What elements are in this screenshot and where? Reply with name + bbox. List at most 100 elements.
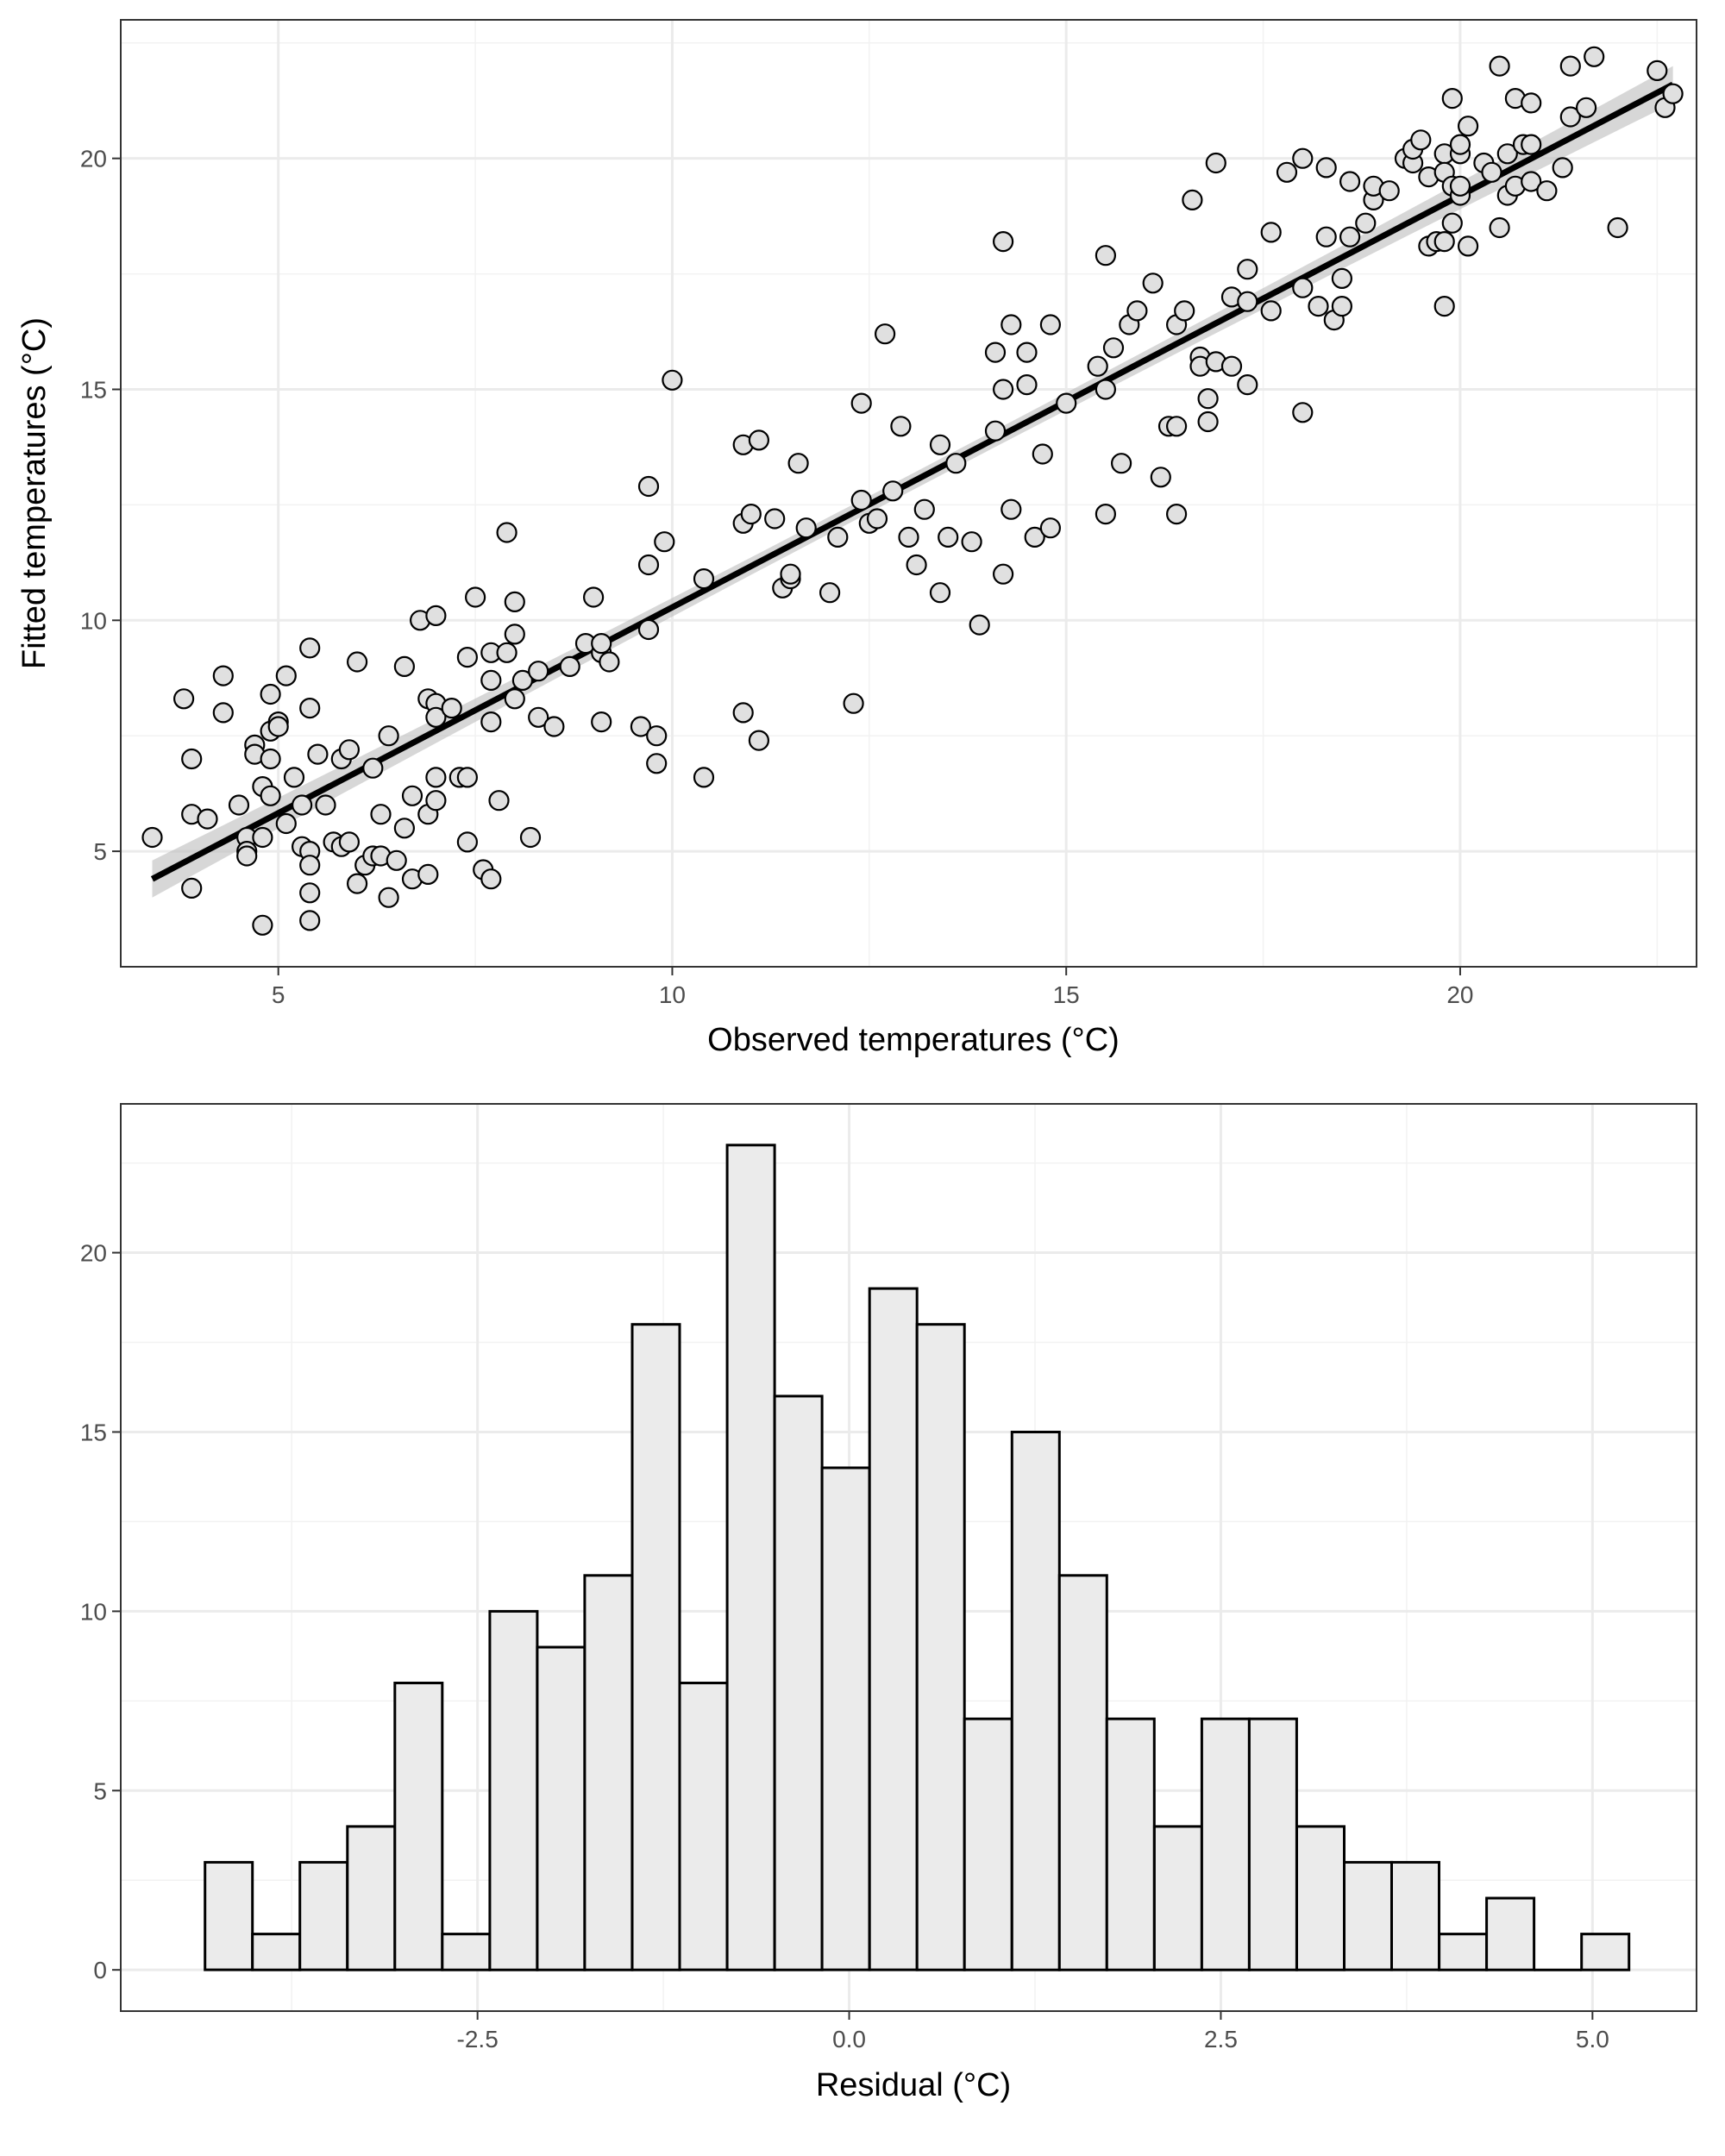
histogram-bar [1010, 1431, 1061, 1971]
scatter-point [299, 637, 321, 659]
scatter-y-tick-label: 10 [80, 607, 107, 634]
scatter-point [1433, 231, 1455, 253]
scatter-point [141, 826, 163, 849]
scatter-point [780, 563, 801, 585]
scatter-point [591, 711, 612, 733]
scatter-point [1308, 296, 1329, 317]
scatter-point [787, 453, 809, 474]
scatter-point [1237, 291, 1258, 312]
scatter-point [1331, 267, 1353, 289]
scatter-x-tick-label: 20 [1446, 981, 1473, 1008]
scatter-point [913, 498, 935, 520]
histogram-bar [630, 1323, 681, 1971]
histogram-bar [583, 1574, 634, 1971]
scatter-point [441, 697, 462, 719]
scatter-point [1584, 46, 1605, 67]
histogram-bar [963, 1717, 1013, 1971]
scatter-point [315, 794, 336, 816]
histogram-x-tick-label: -2.5 [457, 2026, 499, 2053]
scatter-point [425, 790, 447, 812]
histogram-bar [1295, 1825, 1346, 1971]
scatter-point [1039, 314, 1062, 335]
scatter-point [1481, 161, 1502, 183]
histogram-x-axis-title: Residual (°C) [816, 2067, 1011, 2103]
histogram-bar [773, 1395, 824, 1971]
scatter-point [599, 651, 620, 673]
scatter-x-axis: 5 10 15 20 [272, 967, 1474, 1008]
scatter-point [1355, 212, 1377, 234]
scatter-point [1559, 55, 1581, 77]
scatter-point [292, 794, 313, 816]
scatter-point [984, 342, 1007, 363]
scatter-point [1126, 300, 1148, 322]
scatter-point [984, 420, 1007, 442]
scatter-point [1110, 453, 1132, 474]
scatter-point [1165, 416, 1188, 437]
histogram-bar [1485, 1896, 1536, 1971]
histogram-bar [1105, 1717, 1156, 1971]
scatter-point [260, 785, 281, 806]
scatter-point [1016, 374, 1038, 396]
scatter-point [1521, 171, 1542, 192]
scatter-point [347, 873, 368, 894]
histogram-y-tick-label: 0 [93, 1957, 107, 1984]
scatter-x-tick-label: 5 [272, 981, 285, 1008]
scatter-point [637, 554, 660, 576]
scatter-point [1056, 392, 1077, 414]
histogram-panel-border [120, 1103, 1697, 2012]
scatter-point [646, 753, 668, 774]
scatter-point [1575, 97, 1597, 118]
scatter-point [252, 914, 273, 936]
histogram-bar [393, 1682, 444, 1971]
histogram-bar [725, 1144, 776, 1971]
histogram-bar [488, 1609, 539, 1971]
histogram-bar [1152, 1825, 1203, 1971]
scatter-point [456, 831, 479, 853]
histogram-bar [204, 1860, 254, 1971]
scatter-point [1237, 259, 1258, 280]
scatter-y-tick-label: 5 [93, 838, 107, 865]
scatter-point [1024, 526, 1045, 548]
scatter-x-axis-title: Observed temperatures (°C) [707, 1022, 1120, 1058]
histogram-bar [298, 1860, 349, 1971]
scatter-point [559, 655, 580, 678]
histogram-bar [1390, 1860, 1440, 1971]
scatter-point [370, 804, 392, 825]
scatter-point [748, 429, 770, 451]
scatter-point [874, 323, 896, 345]
scatter-point [1339, 226, 1361, 248]
histogram-bar [346, 1825, 397, 1971]
scatter-point [283, 767, 305, 788]
scatter-point [519, 826, 542, 849]
histogram-y-tick-label: 10 [80, 1598, 107, 1625]
scatter-point [480, 711, 502, 733]
scatter-point [1607, 216, 1628, 239]
scatter-panel: 5 10 15 20 5 10 15 20 Observed temperatures (°… [16, 19, 1697, 1058]
histogram-bar [1057, 1574, 1108, 1971]
scatter-point [1521, 134, 1542, 155]
scatter-point [591, 632, 612, 655]
scatter-point [748, 730, 770, 751]
scatter-point [425, 767, 447, 788]
scatter-point [843, 693, 864, 714]
scatter-point [307, 743, 329, 765]
scatter-point [299, 882, 321, 904]
scatter-point [299, 910, 321, 931]
histogram-x-tick-label: 2.5 [1204, 2026, 1238, 2053]
scatter-point [1095, 503, 1117, 525]
scatter-point [267, 716, 289, 737]
scatter-point [1182, 189, 1203, 210]
scatter-point [338, 831, 360, 853]
histogram-bar [868, 1287, 919, 1971]
scatter-point [1205, 152, 1226, 174]
scatter-point [1433, 296, 1455, 317]
scatter-point [1292, 147, 1314, 169]
scatter-point [1378, 180, 1400, 202]
scatter-point [1102, 337, 1125, 359]
histogram-bar [915, 1323, 966, 1971]
fit-line [150, 81, 1675, 882]
histogram-x-tick-label: 5.0 [1576, 2026, 1609, 2053]
scatter-point [401, 785, 423, 806]
histogram-y-tick-label: 5 [93, 1777, 107, 1804]
